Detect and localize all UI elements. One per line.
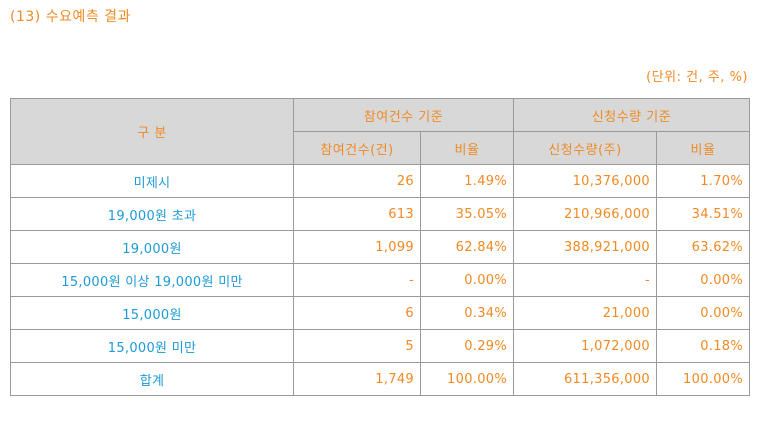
row-count-ratio: 35.05% xyxy=(420,197,514,231)
row-quantity: 10,376,000 xyxy=(513,164,657,198)
row-count-ratio: 100.00% xyxy=(420,362,514,396)
row-count-ratio: 0.34% xyxy=(420,296,514,330)
row-count: 5 xyxy=(293,329,421,363)
row-quantity: 210,966,000 xyxy=(513,197,657,231)
row-count: 26 xyxy=(293,164,421,198)
row-quantity: 21,000 xyxy=(513,296,657,330)
table-row: 19,000원 1,099 62.84% 388,921,000 63.62% xyxy=(10,230,750,264)
row-count: 1,099 xyxy=(293,230,421,264)
row-quantity-ratio: 100.00% xyxy=(656,362,750,396)
row-count: 613 xyxy=(293,197,421,231)
row-label: 19,000원 xyxy=(10,230,294,264)
header-count: 참여건수(건) xyxy=(293,131,421,165)
header-count-ratio: 비율 xyxy=(420,131,514,165)
row-quantity: 1,072,000 xyxy=(513,329,657,363)
row-label: 미제시 xyxy=(10,164,294,198)
demand-forecast-table: 구 분 참여건수 기준 신청수량 기준 참여건수(건) 비율 신청수량(주) 비… xyxy=(10,98,750,396)
row-count: 6 xyxy=(293,296,421,330)
header-quantity: 신청수량(주) xyxy=(513,131,657,165)
row-count-ratio: 62.84% xyxy=(420,230,514,264)
row-count: - xyxy=(293,263,421,297)
row-quantity: 611,356,000 xyxy=(513,362,657,396)
table-row: 미제시 26 1.49% 10,376,000 1.70% xyxy=(10,164,750,198)
row-label: 15,000원 미만 xyxy=(10,329,294,363)
table-row: 15,000원 미만 5 0.29% 1,072,000 0.18% xyxy=(10,329,750,363)
table-row: 15,000원 이상 19,000원 미만 - 0.00% - 0.00% xyxy=(10,263,750,297)
row-count: 1,749 xyxy=(293,362,421,396)
row-label: 합계 xyxy=(10,362,294,396)
row-quantity: 388,921,000 xyxy=(513,230,657,264)
row-label: 19,000원 초과 xyxy=(10,197,294,231)
table-row: 15,000원 6 0.34% 21,000 0.00% xyxy=(10,296,750,330)
row-count-ratio: 0.29% xyxy=(420,329,514,363)
row-quantity-ratio: 63.62% xyxy=(656,230,750,264)
row-label: 15,000원 xyxy=(10,296,294,330)
unit-note: (단위: 건, 주, %) xyxy=(646,70,748,85)
header-group-count: 참여건수 기준 xyxy=(293,98,514,132)
row-quantity: - xyxy=(513,263,657,297)
table-row: 19,000원 초과 613 35.05% 210,966,000 34.51% xyxy=(10,197,750,231)
header-row-columns: 참여건수(건) 비율 신청수량(주) 비율 xyxy=(11,131,750,165)
row-quantity-ratio: 0.00% xyxy=(656,296,750,330)
header-group-quantity: 신청수량 기준 xyxy=(513,98,750,132)
row-count-ratio: 0.00% xyxy=(420,263,514,297)
header-category: 구 분 xyxy=(10,98,294,165)
header-quantity-ratio: 비율 xyxy=(656,131,750,165)
row-quantity-ratio: 0.18% xyxy=(656,329,750,363)
row-label: 15,000원 이상 19,000원 미만 xyxy=(10,263,294,297)
row-quantity-ratio: 1.70% xyxy=(656,164,750,198)
row-count-ratio: 1.49% xyxy=(420,164,514,198)
table-row-total: 합계 1,749 100.00% 611,356,000 100.00% xyxy=(10,362,750,396)
row-quantity-ratio: 0.00% xyxy=(656,263,750,297)
header-row-group: 구 분 참여건수 기준 신청수량 기준 xyxy=(10,98,750,165)
row-quantity-ratio: 34.51% xyxy=(656,197,750,231)
section-heading: (13) 수요예측 결과 xyxy=(10,9,131,25)
